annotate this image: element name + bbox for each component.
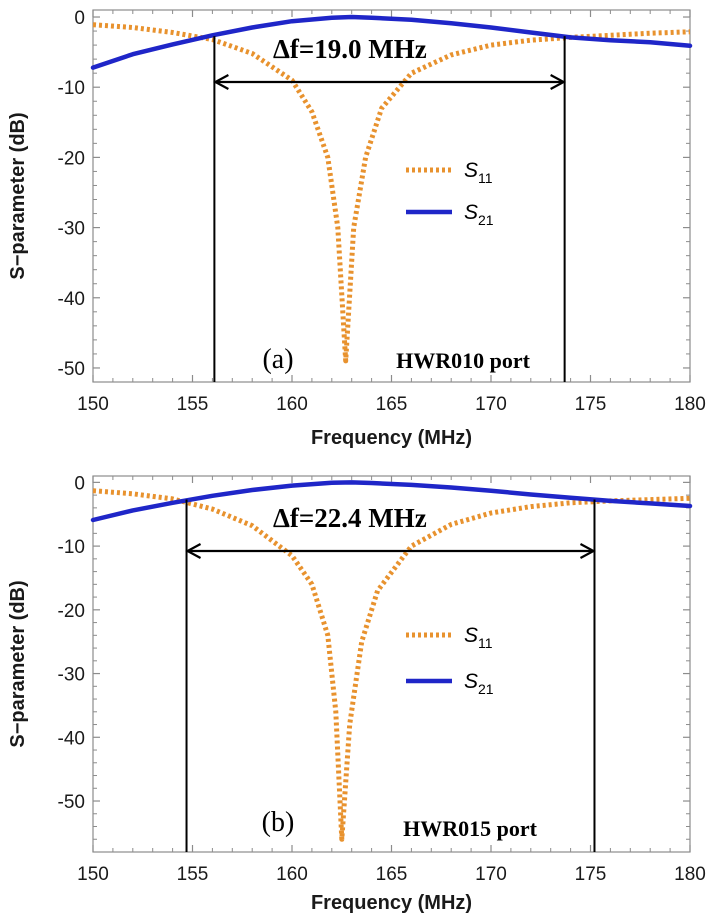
y-tick-label: -10 — [58, 78, 85, 99]
bandwidth-arrowhead-left — [185, 543, 202, 559]
legend-symbol: S — [464, 624, 478, 647]
bandwidth-arrowhead-left — [213, 74, 229, 90]
x-tick-label: 170 — [475, 394, 507, 415]
x-axis-title: Frequency (MHz) — [311, 892, 472, 914]
x-tick-label: 175 — [575, 394, 607, 415]
bandwidth-arrowhead-right — [579, 543, 596, 559]
x-tick-label: 160 — [276, 864, 308, 885]
series-s11-line — [92, 22, 691, 364]
y-tick-label: -40 — [58, 728, 85, 749]
port-annotation: HWR015 port — [403, 816, 538, 841]
x-tick-label: 155 — [177, 864, 209, 885]
bandwidth-label: Δf=22.4 MHz — [273, 503, 427, 533]
x-tick-label: 155 — [177, 394, 209, 415]
chart-panel-a: 150 155 160 165 170 175 180 0 -10 -20 -30 -40 -50 Fre… — [7, 8, 706, 449]
legend-subscript: 21 — [478, 212, 494, 228]
y-tick-label: -50 — [58, 359, 85, 380]
x-tick-label: 150 — [77, 394, 109, 415]
legend-subscript: 11 — [478, 635, 493, 651]
x-axis-title: Frequency (MHz) — [311, 427, 472, 449]
bandwidth-arrowhead-right — [550, 74, 566, 90]
y-tick-label: -20 — [58, 601, 85, 622]
y-axis-title: S−parameter (dB) — [7, 112, 29, 279]
y-tick-label: 0 — [74, 473, 85, 494]
series-s21-line — [90, 480, 693, 523]
y-axis-title: S−parameter (dB) — [7, 580, 29, 747]
x-tick-label: 175 — [575, 864, 607, 885]
legend-label-s21: S21 — [464, 201, 494, 228]
chart-panel-b: 150 155 160 165 170 175 180 0 -10 -20 -30 -40 -50 Fre… — [7, 473, 706, 914]
y-tick-label: -40 — [58, 289, 85, 310]
port-annotation: HWR010 port — [396, 348, 531, 373]
x-tick-label: 180 — [674, 394, 706, 415]
y-tick-label: -50 — [58, 792, 85, 813]
legend-symbol: S — [464, 670, 478, 693]
y-tick-label: -30 — [58, 665, 85, 686]
x-tick-label: 165 — [376, 394, 408, 415]
x-tick-label: 180 — [674, 864, 706, 885]
series-s11-line — [92, 488, 691, 842]
y-tick-label: 0 — [74, 8, 85, 29]
legend-label-s11: S11 — [464, 159, 493, 186]
legend-symbol: S — [464, 159, 478, 182]
y-tick-label: -10 — [58, 537, 85, 558]
series-s21-line — [90, 14, 693, 70]
y-tick-label: -20 — [58, 148, 85, 169]
x-tick-label: 150 — [77, 864, 109, 885]
x-tick-label: 160 — [276, 394, 308, 415]
x-tick-label: 170 — [475, 864, 507, 885]
legend-symbol: S — [464, 201, 478, 224]
plot-frame — [92, 9, 691, 383]
legend-label-s21: S21 — [464, 670, 494, 697]
legend-label-s11: S11 — [464, 624, 493, 651]
bandwidth-label: Δf=19.0 MHz — [273, 34, 427, 64]
legend-subscript: 21 — [478, 681, 494, 697]
panel-label: (b) — [262, 807, 295, 838]
y-tick-label: -30 — [58, 219, 85, 240]
panel-label: (a) — [262, 344, 293, 375]
legend-subscript: 11 — [478, 170, 493, 186]
x-tick-label: 165 — [376, 864, 408, 885]
